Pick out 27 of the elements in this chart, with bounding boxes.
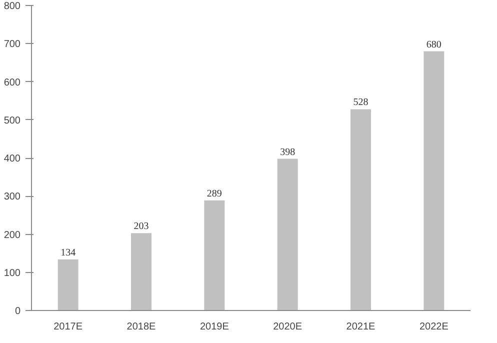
x-tick-label: 2018E [126, 322, 156, 332]
data-label: 203 [134, 221, 149, 232]
x-tick-label: 2021E [346, 322, 376, 332]
bar [204, 200, 225, 310]
bar [131, 233, 152, 310]
y-tick-label: 100 [4, 268, 21, 279]
data-label: 398 [280, 146, 296, 158]
bar [277, 158, 298, 310]
y-tick-label: 0 [14, 306, 21, 317]
bar [424, 51, 444, 310]
y-tick-label: 500 [4, 115, 21, 126]
y-tick-label: 800 [4, 1, 21, 12]
x-tick-label: 2022E [419, 322, 449, 332]
bar [350, 109, 371, 310]
x-tick-label: 2020E [273, 322, 302, 332]
y-tick-label: 700 [4, 39, 21, 50]
bar [58, 259, 78, 310]
y-tick-label: 400 [4, 154, 21, 164]
data-label: 134 [60, 247, 76, 258]
y-tick-label: 300 [4, 192, 21, 203]
data-label: 528 [353, 97, 368, 108]
data-label: 680 [426, 39, 442, 50]
data-label: 289 [206, 188, 222, 200]
x-tick-label: 2017E [54, 322, 83, 332]
y-tick-label: 200 [4, 230, 21, 241]
y-tick-label: 600 [4, 77, 21, 88]
x-tick-label: 2019E [200, 322, 230, 332]
